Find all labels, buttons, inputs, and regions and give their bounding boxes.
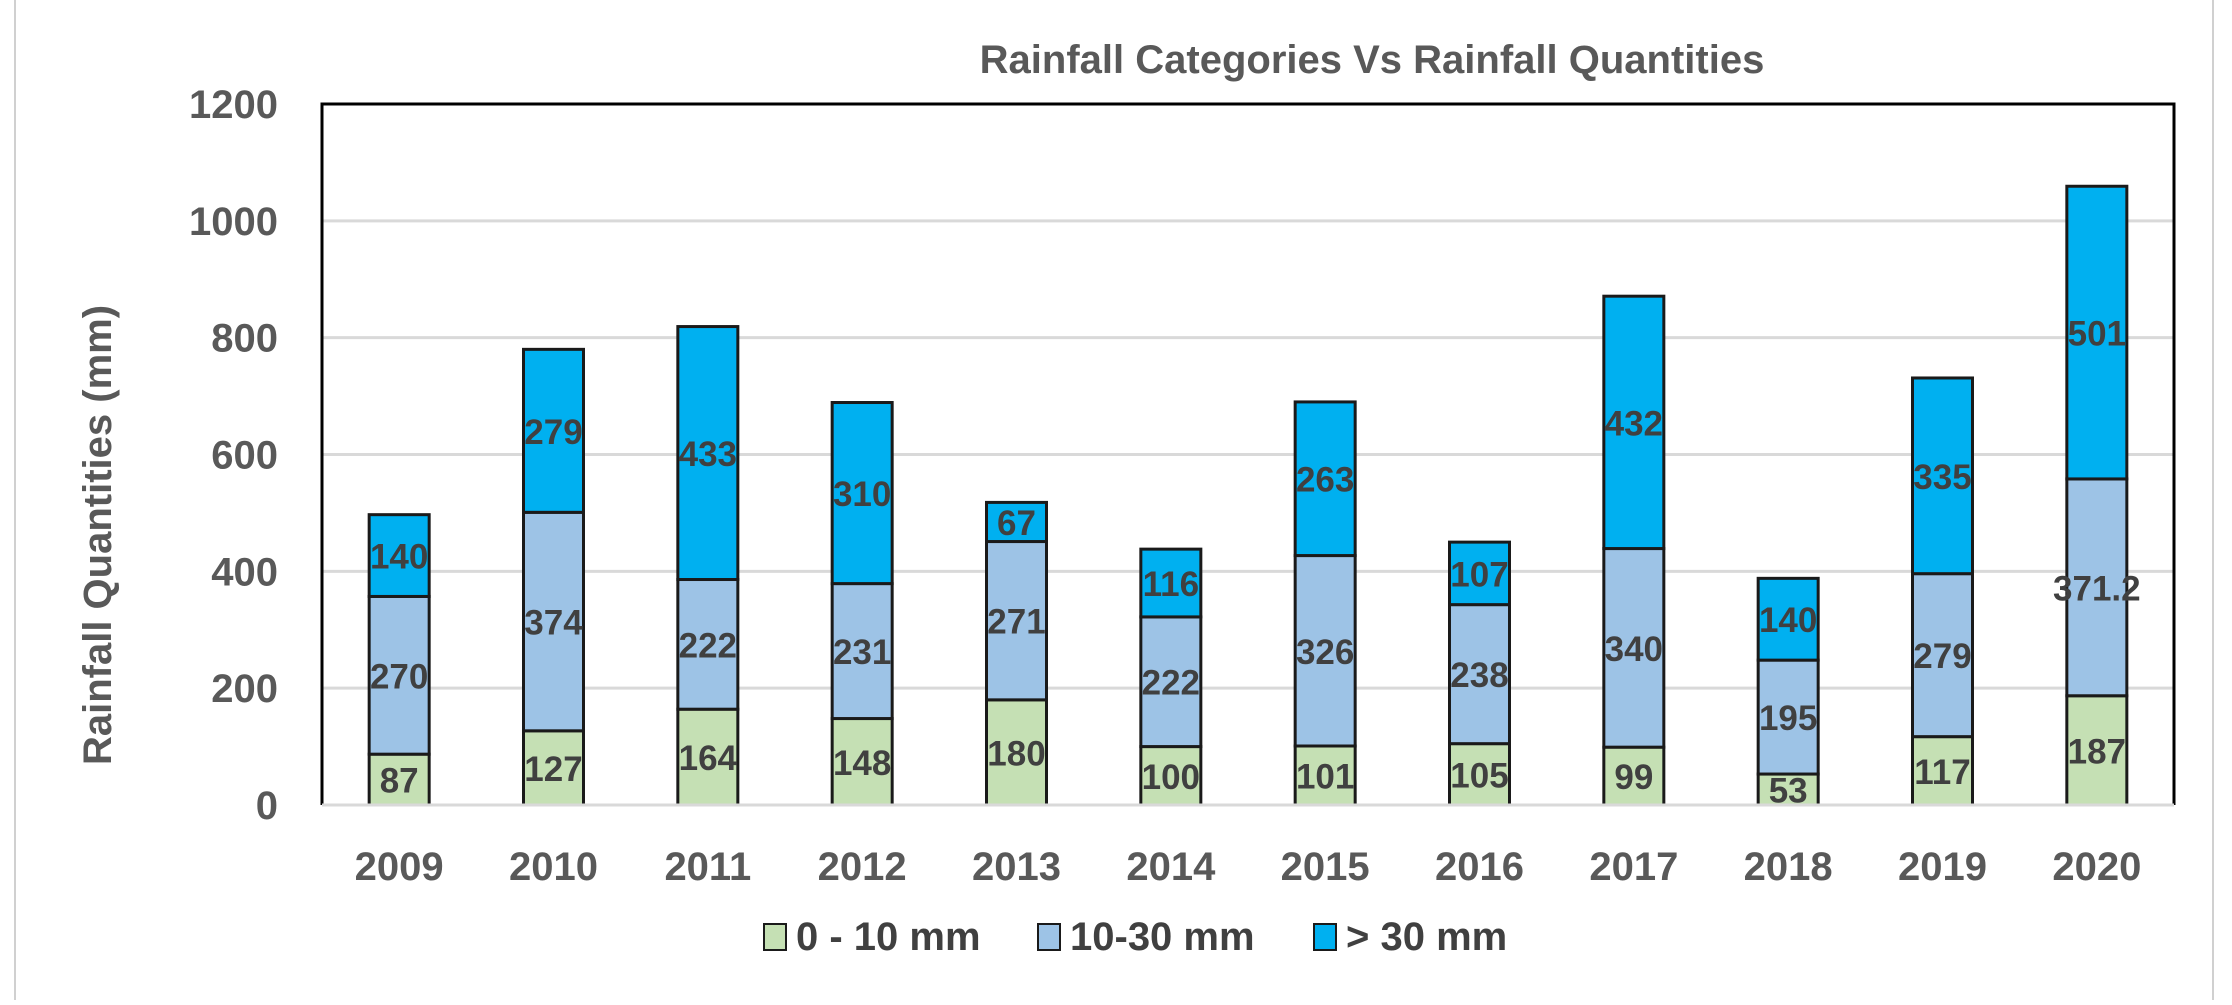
x-tick-label: 2017	[1589, 845, 1678, 889]
bar-segment	[367, 594, 431, 756]
x-tick-label: 2013	[972, 845, 1061, 889]
legend-label: 10-30 mm	[1070, 915, 1255, 959]
data-label: 187	[2068, 732, 2126, 771]
stacked-bar-chart: Rainfall Categories Vs Rainfall Quantiti…	[76, 38, 2176, 959]
y-tick-label: 1000	[189, 200, 278, 244]
x-tick-label: 2009	[355, 845, 444, 889]
data-label: 340	[1605, 630, 1663, 669]
x-tick-label: 2020	[2052, 845, 2141, 889]
bar-segment	[676, 325, 740, 582]
data-label: 195	[1759, 699, 1817, 738]
bar-segment	[1293, 400, 1357, 558]
bar-segment	[985, 540, 1048, 702]
bar-segment	[2065, 184, 2129, 481]
data-label: 231	[833, 633, 891, 672]
chart-title: Rainfall Categories Vs Rainfall Quantiti…	[980, 38, 1765, 82]
data-label: 501	[2068, 315, 2126, 354]
x-tick-label: 2015	[1281, 845, 1370, 889]
data-label: 433	[679, 435, 737, 474]
bar-segment	[1293, 554, 1357, 748]
data-label: 87	[380, 762, 419, 801]
data-label: 270	[370, 657, 428, 696]
x-tick-label: 2016	[1435, 845, 1524, 889]
bar-segment	[1448, 540, 1511, 607]
bar-segment	[1139, 615, 1203, 749]
data-label: 180	[987, 734, 1045, 773]
bar-segment	[1602, 745, 1666, 807]
data-label: 326	[1296, 633, 1354, 672]
bar-segment	[1602, 294, 1666, 551]
bar-segment	[1756, 576, 1820, 662]
data-label: 432	[1605, 404, 1663, 443]
legend-label: 0 - 10 mm	[796, 915, 981, 959]
x-tick-label: 2011	[664, 845, 751, 889]
x-tick-label: 2010	[509, 845, 598, 889]
data-label: 99	[1614, 758, 1653, 797]
y-tick-label: 200	[211, 667, 278, 711]
data-label: 374	[524, 604, 583, 643]
data-label: 117	[1914, 753, 1970, 792]
bar-segment	[1139, 547, 1203, 619]
plot-border	[320, 102, 2176, 805]
data-label: 107	[1450, 555, 1508, 594]
data-label: 105	[1450, 756, 1508, 795]
data-label: 222	[1142, 664, 1200, 703]
data-label: 238	[1450, 656, 1508, 695]
bar-segment	[1448, 603, 1511, 746]
legend-label: > 30 mm	[1346, 915, 1507, 959]
bar-segment	[2065, 477, 2129, 698]
bar-segment	[522, 347, 585, 514]
data-label: 279	[524, 413, 582, 452]
data-label: 271	[987, 603, 1045, 642]
data-label: 263	[1296, 461, 1354, 500]
data-label: 116	[1143, 565, 1199, 604]
data-label: 148	[833, 744, 891, 783]
y-tick-label: 400	[211, 550, 278, 594]
bar-segment	[676, 578, 740, 711]
y-axis-title: Rainfall Quantities (mm)	[76, 305, 120, 765]
data-label: 310	[833, 475, 891, 514]
data-label: 371.2	[2053, 569, 2141, 608]
bar-segment	[1139, 745, 1203, 807]
gridlines	[322, 219, 2174, 690]
bar-segment	[2065, 694, 2129, 807]
data-label: 67	[997, 504, 1036, 543]
data-label: 279	[1913, 637, 1971, 676]
data-label: 140	[1759, 601, 1817, 640]
data-label: 140	[370, 538, 428, 577]
legend-swatch	[1313, 923, 1337, 951]
data-label: 335	[1913, 458, 1971, 497]
x-tick-label: 2019	[1898, 845, 1987, 889]
bar-segment	[830, 717, 894, 807]
data-label: 222	[679, 626, 737, 665]
bar-segment	[367, 513, 431, 598]
bar-segment	[1293, 744, 1357, 807]
legend-swatch	[1037, 923, 1061, 951]
y-tick-label: 600	[211, 434, 278, 478]
bar-segment	[1756, 658, 1820, 776]
bar-segment	[1448, 742, 1511, 807]
data-label: 101	[1296, 757, 1354, 796]
legend: 0 - 10 mm 10-30 mm > 30 mm	[763, 915, 1507, 959]
legend-swatch	[763, 923, 787, 951]
bars	[367, 184, 2129, 807]
data-labels: 87 270 140 127 374 279 164 222 433 148 231 310 180 27…	[370, 315, 2141, 811]
chart-frame: Rainfall Categories Vs Rainfall Quantiti…	[14, 0, 2214, 1000]
bar-segment	[830, 401, 894, 586]
axes: 0 200 400 600 800 1000 1200 2009 2010 2011 2012 201…	[189, 83, 2176, 889]
y-tick-label: 1200	[189, 83, 278, 127]
data-label: 100	[1142, 758, 1200, 797]
x-tick-label: 2012	[818, 845, 907, 889]
x-tick-label: 2014	[1126, 845, 1216, 889]
data-label: 164	[679, 739, 738, 778]
y-tick-label: 0	[256, 784, 278, 828]
y-tick-label: 800	[211, 317, 278, 361]
bar-segment	[1602, 547, 1666, 749]
data-label: 127	[524, 750, 582, 789]
bar-segment	[985, 500, 1048, 544]
bar-segment	[1911, 376, 1974, 576]
x-tick-label: 2018	[1744, 845, 1833, 889]
